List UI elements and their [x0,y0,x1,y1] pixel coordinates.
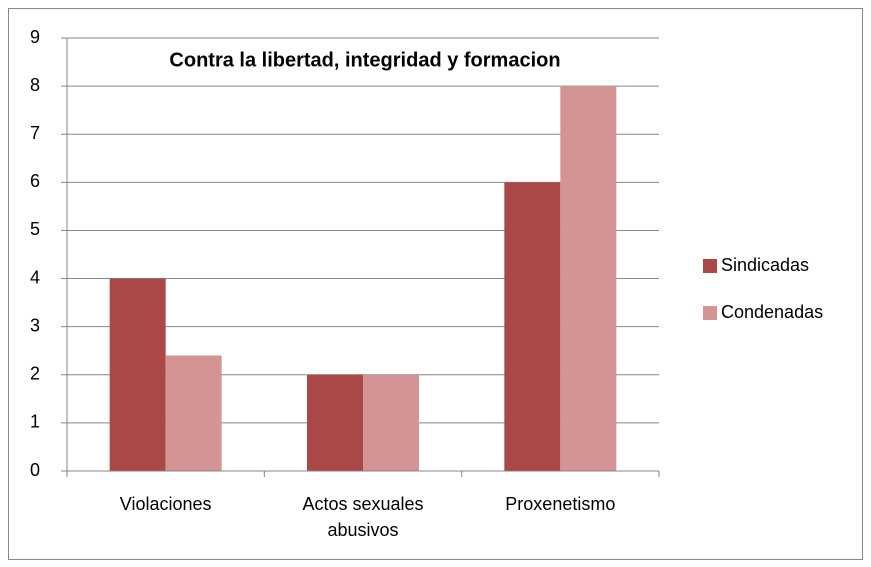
y-tick-label: 1 [30,412,40,432]
y-tick-label: 5 [30,219,40,239]
y-tick-label: 4 [30,267,40,287]
y-tick-label: 8 [30,75,40,95]
y-tick-label: 2 [30,364,40,384]
x-tick-label: Violaciones [119,494,212,514]
chart-title: Contra la libertad, integridad y formaci… [169,49,560,71]
bar [560,86,617,471]
bar [307,374,363,471]
x-tick-label: Actos sexuales abusivos [302,494,424,540]
legend-swatch [703,306,717,320]
x-tick-label: Proxenetismo [505,494,616,514]
bar [165,355,222,471]
y-tick-label: 6 [30,171,40,191]
y-tick-label: 9 [30,27,40,47]
bar [363,374,419,471]
bar [109,278,166,471]
legend-label: Condenadas [721,302,823,322]
legend-label: Sindicadas [721,255,809,275]
y-tick-label: 3 [30,315,40,335]
y-tick-label: 7 [30,123,40,143]
y-tick-label: 0 [30,460,40,480]
bar [504,182,561,472]
legend-swatch [703,259,717,273]
